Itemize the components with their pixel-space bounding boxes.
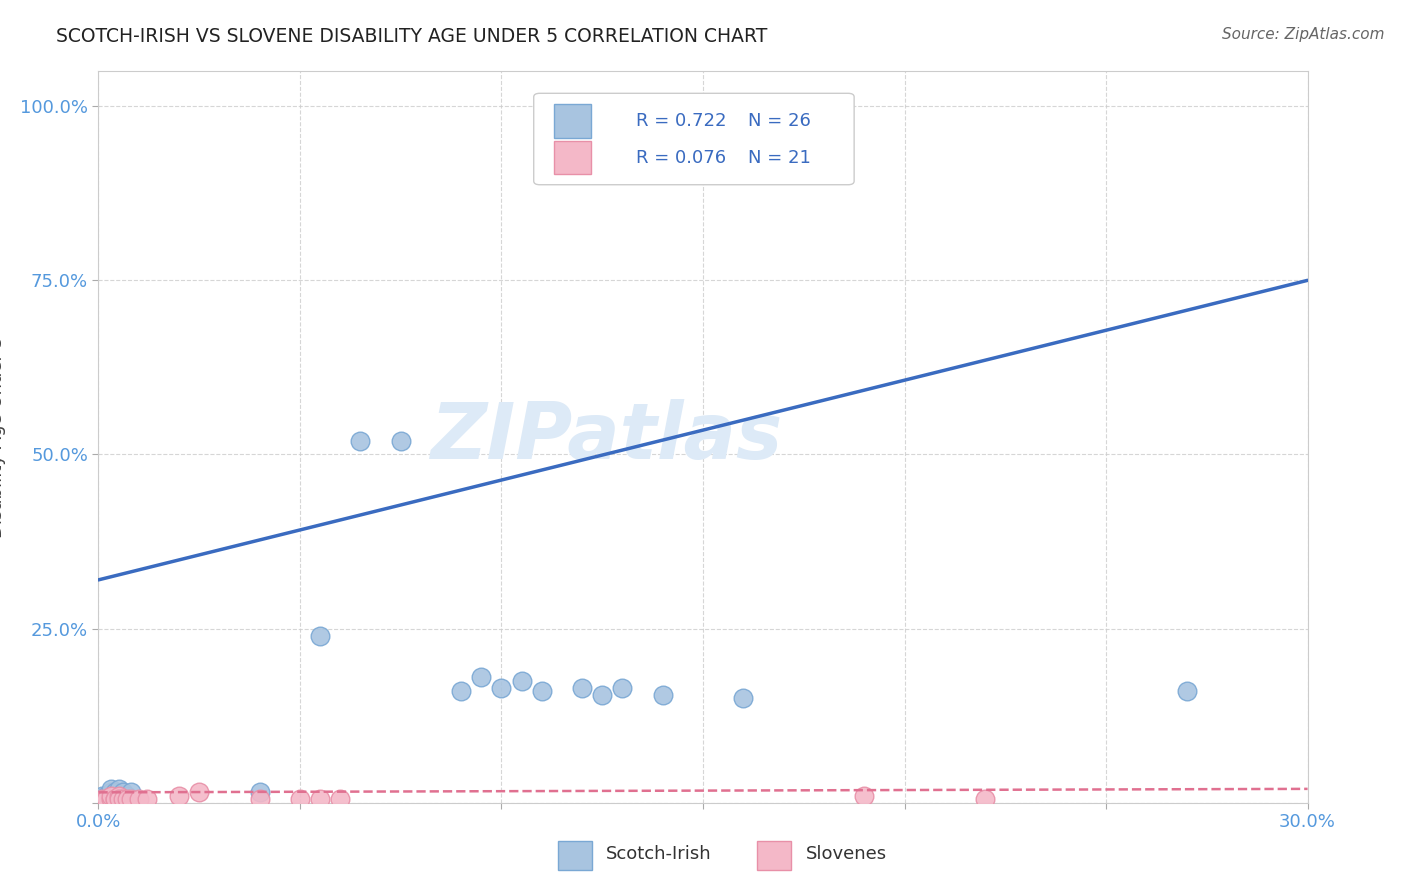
- Point: [288, 792, 311, 806]
- Point: [389, 434, 412, 448]
- Point: [733, 691, 755, 706]
- Point: [309, 629, 332, 643]
- Point: [530, 684, 553, 698]
- Point: [612, 681, 634, 695]
- Point: [329, 792, 352, 806]
- Point: [491, 681, 513, 695]
- Point: [309, 792, 332, 806]
- Point: [115, 789, 138, 803]
- Point: [103, 785, 125, 799]
- Point: [167, 789, 190, 803]
- Point: [103, 792, 125, 806]
- Point: [100, 792, 122, 806]
- FancyBboxPatch shape: [534, 94, 855, 185]
- Point: [107, 781, 129, 796]
- Point: [91, 789, 114, 803]
- Point: [128, 792, 150, 806]
- Point: [1175, 684, 1198, 698]
- Point: [107, 789, 129, 803]
- Point: [111, 785, 134, 799]
- Point: [96, 789, 118, 803]
- Point: [510, 673, 533, 688]
- Point: [120, 792, 142, 806]
- Point: [651, 688, 673, 702]
- FancyBboxPatch shape: [558, 841, 592, 870]
- FancyBboxPatch shape: [554, 104, 591, 138]
- Point: [96, 792, 118, 806]
- Text: Slovenes: Slovenes: [806, 845, 887, 863]
- Point: [188, 785, 211, 799]
- Point: [450, 684, 472, 698]
- Point: [571, 681, 593, 695]
- Point: [100, 785, 122, 799]
- FancyBboxPatch shape: [554, 141, 591, 175]
- Point: [853, 789, 876, 803]
- Point: [249, 792, 271, 806]
- Point: [772, 99, 794, 113]
- Point: [249, 785, 271, 799]
- Point: [107, 792, 129, 806]
- Text: R = 0.076: R = 0.076: [637, 149, 727, 167]
- Point: [91, 792, 114, 806]
- FancyBboxPatch shape: [758, 841, 792, 870]
- Point: [135, 792, 157, 806]
- Text: ZIPatlas: ZIPatlas: [430, 399, 782, 475]
- Text: Scotch-Irish: Scotch-Irish: [606, 845, 711, 863]
- Point: [974, 792, 997, 806]
- Text: Source: ZipAtlas.com: Source: ZipAtlas.com: [1222, 27, 1385, 42]
- Point: [107, 789, 129, 803]
- Text: R = 0.722: R = 0.722: [637, 112, 727, 130]
- Y-axis label: Disability Age Under 5: Disability Age Under 5: [0, 336, 6, 538]
- Point: [349, 434, 371, 448]
- Point: [115, 792, 138, 806]
- Point: [470, 670, 492, 684]
- Point: [120, 785, 142, 799]
- Point: [100, 789, 122, 803]
- Point: [111, 792, 134, 806]
- Text: N = 21: N = 21: [748, 149, 811, 167]
- Point: [100, 781, 122, 796]
- Point: [103, 792, 125, 806]
- Text: SCOTCH-IRISH VS SLOVENE DISABILITY AGE UNDER 5 CORRELATION CHART: SCOTCH-IRISH VS SLOVENE DISABILITY AGE U…: [56, 27, 768, 45]
- Text: N = 26: N = 26: [748, 112, 811, 130]
- Point: [591, 688, 613, 702]
